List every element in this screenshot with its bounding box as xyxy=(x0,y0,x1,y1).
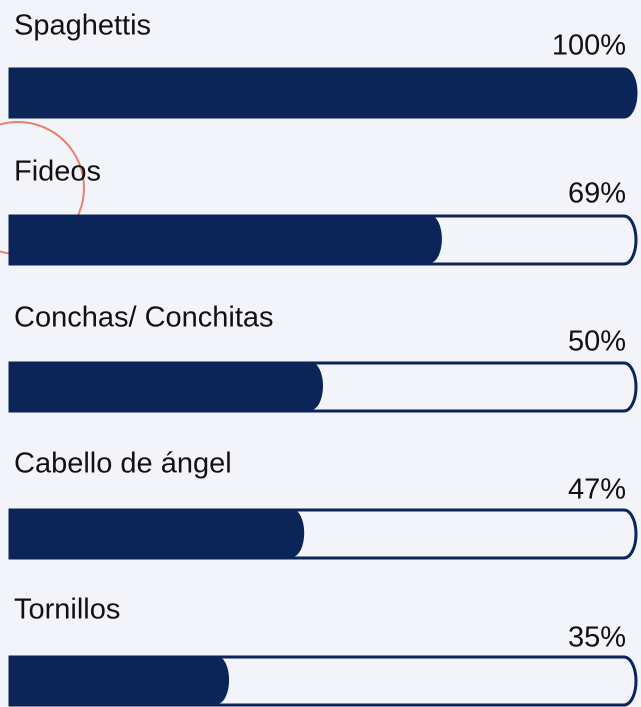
value-label: 50% xyxy=(568,326,626,358)
bar xyxy=(10,656,230,704)
category-label: Fideos xyxy=(14,156,101,188)
bar-track xyxy=(8,508,638,560)
bar xyxy=(10,362,323,410)
bar-track xyxy=(8,361,638,413)
bar xyxy=(10,68,636,116)
category-label: Tornillos xyxy=(14,594,120,626)
value-label: 35% xyxy=(568,622,626,654)
bar-track xyxy=(8,214,638,266)
value-label: 69% xyxy=(568,178,626,210)
category-label: Conchas/ Conchitas xyxy=(14,302,274,334)
category-label: Cabello de ángel xyxy=(14,448,232,480)
value-label: 100% xyxy=(552,30,626,62)
bar xyxy=(10,509,305,557)
value-label: 47% xyxy=(568,474,626,506)
category-label: Spaghettis xyxy=(14,10,151,42)
bar-track xyxy=(8,655,638,707)
bar xyxy=(10,215,442,263)
